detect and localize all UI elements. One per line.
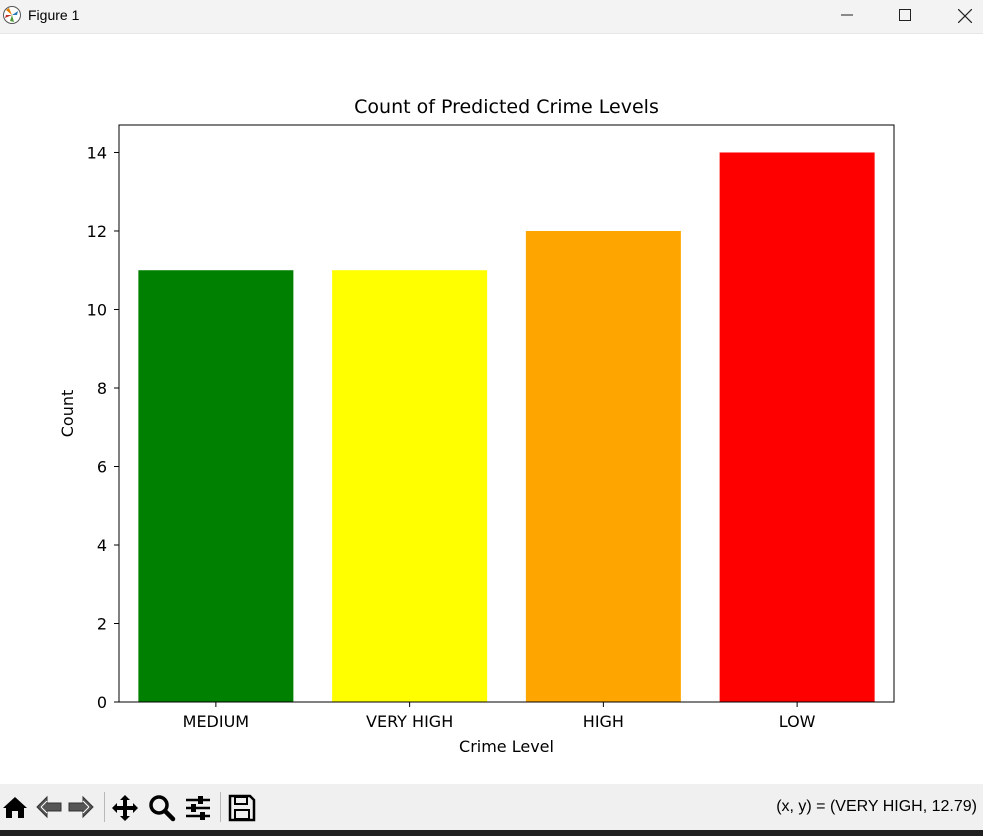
- chart-title: Count of Predicted Crime Levels: [354, 96, 659, 118]
- zoom-button[interactable]: [146, 790, 178, 824]
- y-axis-label: Count: [58, 390, 77, 438]
- x-tick-label: HIGH: [583, 712, 624, 731]
- y-tick-label: 6: [97, 457, 107, 476]
- bar-medium: [138, 270, 294, 702]
- x-tick-label: LOW: [779, 712, 816, 731]
- close-icon: [958, 9, 972, 23]
- y-tick-label: 0: [97, 693, 107, 712]
- x-tick-label: MEDIUM: [183, 712, 249, 731]
- x-axis-label: Crime Level: [459, 737, 554, 756]
- home-icon: [3, 797, 27, 818]
- matplotlib-icon: [2, 5, 22, 25]
- axes-frame: [118, 124, 895, 703]
- bar-low: [719, 152, 875, 702]
- y-tick-label: 14: [87, 143, 107, 162]
- cursor-coordinates: (x, y) = (VERY HIGH, 12.79): [776, 798, 977, 815]
- y-tick-label: 2: [97, 614, 107, 633]
- figure-canvas[interactable]: 0 2 4 6 8 10 12 14 MEDIUM VERY HIGH HIGH LOW Count…: [0, 34, 983, 784]
- minimize-icon: [841, 14, 853, 16]
- bar-chart: 0 2 4 6 8 10 12 14 MEDIUM VERY HIGH HIGH LOW Count…: [58, 96, 895, 756]
- y-tick-label: 4: [97, 536, 107, 555]
- configure-subplots-button[interactable]: [182, 790, 214, 824]
- configure-subplots-icon: [186, 796, 210, 820]
- pan-move-icon: [112, 795, 138, 821]
- maximize-icon: [899, 9, 911, 21]
- save-button[interactable]: [226, 790, 258, 824]
- minimize-button[interactable]: [824, 0, 870, 31]
- taskbar-edge: [0, 830, 983, 836]
- navigation-toolbar: (x, y) = (VERY HIGH, 12.79): [0, 784, 983, 830]
- pan-button[interactable]: [109, 790, 141, 824]
- y-tick-label: 12: [87, 222, 107, 241]
- y-tick-label: 8: [97, 379, 107, 398]
- forward-button[interactable]: [65, 790, 97, 824]
- back-button[interactable]: [33, 790, 65, 824]
- bar-very-high: [332, 270, 488, 702]
- maximize-button[interactable]: [882, 0, 928, 31]
- back-arrow-icon: [36, 795, 62, 819]
- bar-high: [525, 230, 681, 702]
- x-tick-label: VERY HIGH: [366, 712, 453, 731]
- home-button[interactable]: [0, 790, 32, 824]
- toolbar-separator: [104, 792, 105, 822]
- window-title: Figure 1: [28, 7, 80, 23]
- toolbar-separator: [220, 792, 221, 822]
- close-button[interactable]: [941, 0, 983, 31]
- zoom-magnifier-icon: [149, 795, 176, 822]
- save-disk-icon: [228, 794, 256, 822]
- window-title-bar: Figure 1: [0, 0, 983, 34]
- y-tick-label: 10: [87, 300, 107, 319]
- forward-arrow-icon: [68, 795, 94, 819]
